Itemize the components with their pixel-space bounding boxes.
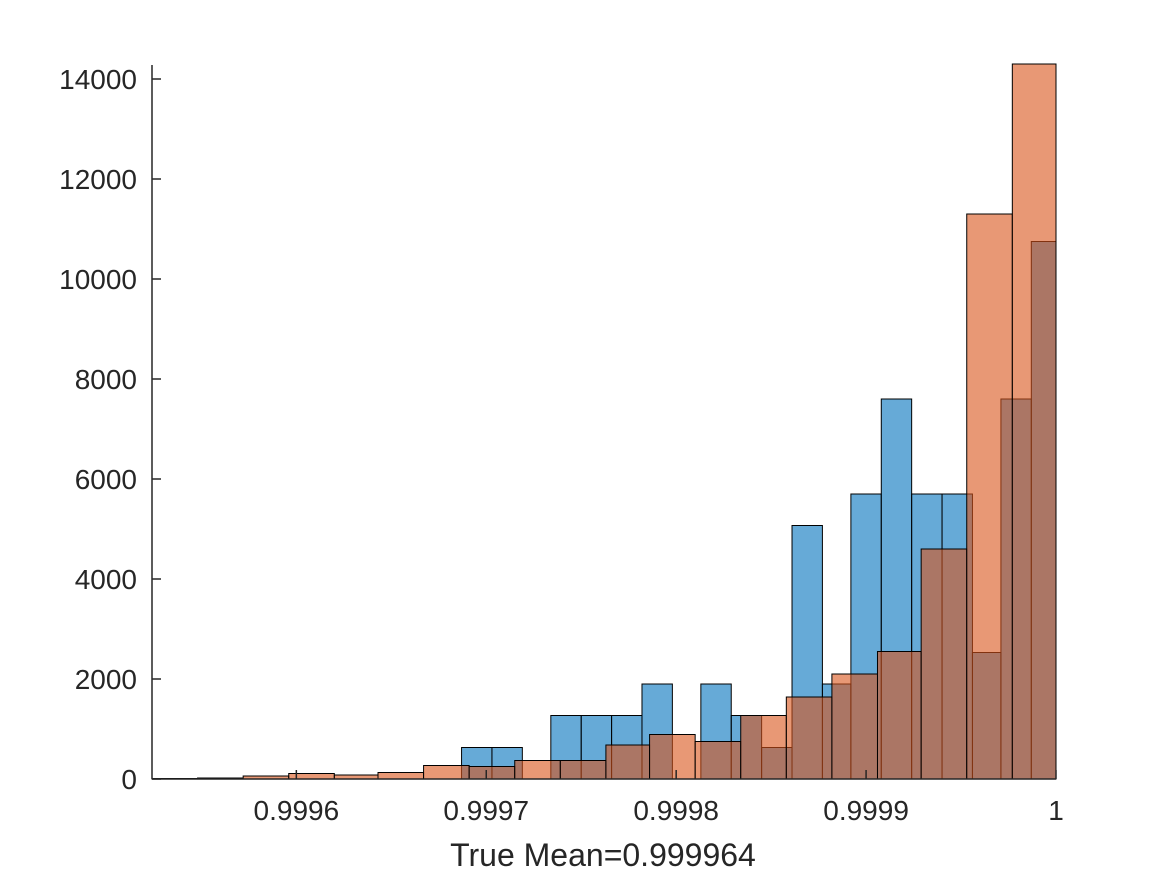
series-2-bar-13 xyxy=(694,741,742,780)
series-2-bar-7 xyxy=(423,765,470,780)
y-tick-label: 2000 xyxy=(75,664,137,695)
x-axis-label: True Mean=0.999964 xyxy=(450,837,756,873)
x-tick-label: 0.9998 xyxy=(633,795,719,826)
series-2 xyxy=(151,63,1057,780)
series-2-bar-15 xyxy=(785,696,833,780)
histogram-bars xyxy=(151,63,1057,780)
series-2-bar-12 xyxy=(649,734,696,780)
series-2-bar-6 xyxy=(377,772,425,780)
y-tick-label: 4000 xyxy=(75,564,137,595)
series-2-bar-11 xyxy=(605,744,651,780)
x-tick-label: 0.9997 xyxy=(443,795,529,826)
series-2-bar-18 xyxy=(920,548,968,780)
series-2-bar-10 xyxy=(559,760,607,780)
y-tick-label: 0 xyxy=(121,764,137,795)
x-tick-label: 0.9996 xyxy=(254,795,340,826)
y-tick-label: 8000 xyxy=(75,364,137,395)
series-2-bar-20 xyxy=(1011,63,1057,780)
series-2-bar-14 xyxy=(740,715,787,780)
series-2-bar-19 xyxy=(966,213,1013,780)
y-tick-label: 12000 xyxy=(59,164,137,195)
series-2-bar-9 xyxy=(514,760,561,780)
y-tick-label: 10000 xyxy=(59,264,137,295)
series-2-bar-4 xyxy=(288,773,335,780)
x-tick-label: 1 xyxy=(1048,795,1064,826)
axis-ticks: 0.9996 0.9997 0.9998 0.9999 1 0 2000 4000 6000 80… xyxy=(59,64,1064,826)
axes xyxy=(151,65,1056,780)
series-2-bar-17 xyxy=(876,651,922,780)
y-tick-label: 6000 xyxy=(75,464,137,495)
series-2-bar-8 xyxy=(468,766,516,780)
series-2-bar-16 xyxy=(831,673,878,780)
y-tick-label: 14000 xyxy=(59,64,137,95)
x-tick-label: 0.9999 xyxy=(823,795,909,826)
